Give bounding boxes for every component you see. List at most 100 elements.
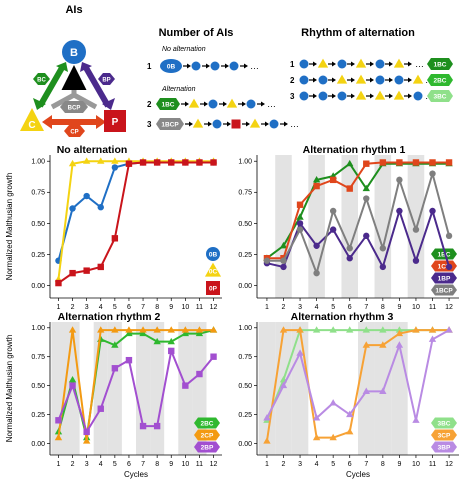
bc-arrow <box>37 64 66 108</box>
bc-arrow-head-2 <box>56 62 68 72</box>
legend-0b: 0B <box>206 247 220 261</box>
x-tick-label: 6 <box>127 461 131 468</box>
seq-circle-icon <box>246 99 256 109</box>
data-point <box>167 326 175 333</box>
y-tick-label: 0.75 <box>238 190 252 197</box>
x-tick-label: 9 <box>169 304 173 311</box>
sequence-arrow <box>404 77 412 83</box>
data-point <box>279 326 288 333</box>
data-point <box>111 157 119 164</box>
x-tick-label: 7 <box>141 461 145 468</box>
row-number: 3 <box>290 92 295 101</box>
node-p-label: P <box>112 117 119 128</box>
x-tick-label: 3 <box>85 461 89 468</box>
bcp-arm-c <box>50 92 76 110</box>
legend-marker <box>204 262 222 277</box>
legend-0p: 0P <box>206 281 220 295</box>
seq-triangle-icon <box>188 98 200 108</box>
x-tick-label: 11 <box>196 461 203 468</box>
data-point <box>196 370 203 378</box>
x-tick-label: 10 <box>181 461 189 468</box>
x-tick-label: 7 <box>141 304 145 311</box>
y-tick-label: 0.00 <box>31 441 45 448</box>
y-tick-label: 0.75 <box>31 190 45 197</box>
legend-1cp: 1CP <box>431 260 457 272</box>
data-point <box>363 232 370 240</box>
data-point <box>125 160 133 167</box>
seq-circle-icon <box>191 61 201 71</box>
badge-1bc: 1BC <box>156 98 180 110</box>
x-tick-label: 5 <box>113 461 117 468</box>
data-point <box>445 263 453 271</box>
series-0b <box>55 159 217 264</box>
x-tick-label: 9 <box>397 304 401 311</box>
data-point <box>125 329 133 337</box>
sequence-arrow <box>261 121 269 127</box>
data-point <box>111 326 119 333</box>
badge-2bc: 2BC <box>427 74 453 86</box>
badge-3bc: 3BC <box>427 90 453 102</box>
shaded-cycle-band <box>150 322 165 455</box>
seq-triangle-icon <box>393 90 405 100</box>
data-point <box>296 326 304 333</box>
svg-text:CP: CP <box>70 130 78 136</box>
y-tick-label: 0.00 <box>31 283 45 290</box>
bp-arrow-head-1 <box>80 62 92 72</box>
seq-circle-icon <box>299 75 309 85</box>
seq-circle-icon <box>413 91 423 101</box>
data-point <box>412 159 420 166</box>
data-point <box>153 159 161 166</box>
svg-text:1CP: 1CP <box>438 263 451 270</box>
data-point <box>412 226 420 233</box>
series-line <box>265 329 450 442</box>
data-point <box>83 192 90 200</box>
node-c-label: C <box>28 120 35 131</box>
seq-square-icon <box>231 119 241 129</box>
row-number: 2 <box>290 76 295 85</box>
sequence-arrow <box>202 63 210 69</box>
ellipsis: … <box>250 61 259 71</box>
data-point <box>125 356 133 364</box>
data-point <box>412 326 420 333</box>
data-point <box>111 365 119 372</box>
ais-title: AIs <box>65 4 82 16</box>
data-point <box>329 226 337 233</box>
data-point <box>379 245 387 252</box>
chart-title: Alternation rhythm 2 <box>58 311 161 323</box>
x-tick-label: 12 <box>210 304 218 311</box>
data-point <box>168 347 175 355</box>
number-row-2: 2 1BC… <box>147 98 276 110</box>
data-point <box>296 349 304 356</box>
data-point <box>313 182 320 190</box>
y-tick-label: 1.00 <box>238 159 252 166</box>
data-point <box>97 405 104 412</box>
legend-3bc: 3BC <box>431 417 457 429</box>
series-line <box>57 161 214 284</box>
data-point <box>445 232 453 240</box>
sequence-arrow <box>181 101 189 107</box>
data-point <box>379 159 387 166</box>
cp-hex: CP <box>64 125 85 137</box>
data-point <box>329 433 337 441</box>
data-point <box>395 329 404 337</box>
row-number: 2 <box>147 100 152 109</box>
shaded-cycle-band <box>275 155 292 298</box>
x-tick-label: 12 <box>445 304 453 311</box>
data-point <box>412 257 420 264</box>
shaded-cycle-band <box>258 322 276 455</box>
x-tick-label: 7 <box>364 304 368 311</box>
x-tick-label: 4 <box>99 461 103 468</box>
svg-text:1BC: 1BC <box>161 101 174 108</box>
sequence-arrow <box>221 63 229 69</box>
seq-triangle-icon <box>226 98 238 108</box>
sequence-arrow <box>328 77 336 83</box>
number-row-3: 3 1BCP… <box>147 118 299 130</box>
y-tick-label: 0.50 <box>238 221 252 228</box>
sequence-arrow <box>385 93 393 99</box>
series-line <box>57 161 214 261</box>
x-tick-label: 6 <box>348 304 352 311</box>
x-tick-label: 2 <box>71 304 75 311</box>
svg-text:BC: BC <box>37 78 46 84</box>
data-point <box>55 417 62 424</box>
legend-2bc: 2BC <box>194 417 220 429</box>
